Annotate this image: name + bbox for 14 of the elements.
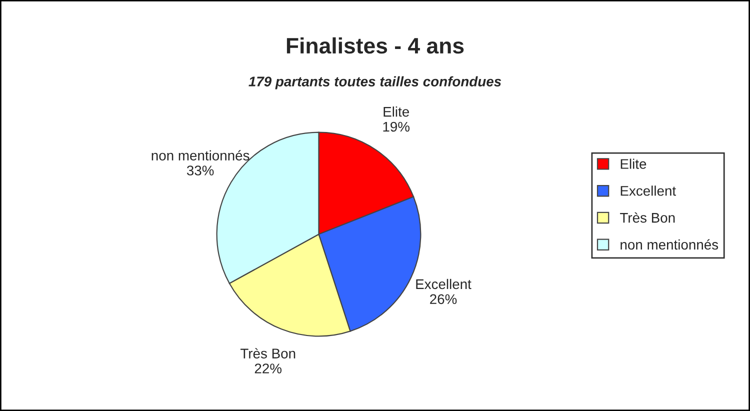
data-label: 33% bbox=[186, 166, 214, 176]
slice-label: non mentionnés bbox=[152, 150, 250, 160]
slice-label: Très Bon bbox=[240, 348, 296, 358]
chart-title: Finalistes - 4 ans bbox=[286, 37, 464, 54]
data-label: 26% bbox=[430, 294, 457, 304]
slice-label: Elite bbox=[384, 106, 409, 117]
legend-label: non mentionnés bbox=[620, 239, 718, 250]
data-label: 22% bbox=[254, 364, 282, 374]
data-label: 19% bbox=[383, 122, 410, 132]
slice-label: Excellent bbox=[416, 278, 472, 290]
legend-label: Elite bbox=[620, 158, 646, 169]
legend-label: Excellent bbox=[620, 186, 676, 196]
chart-subtitle: 179 partants toutes tailles confondues bbox=[248, 76, 502, 90]
legend-label: Très Bon bbox=[620, 212, 675, 223]
